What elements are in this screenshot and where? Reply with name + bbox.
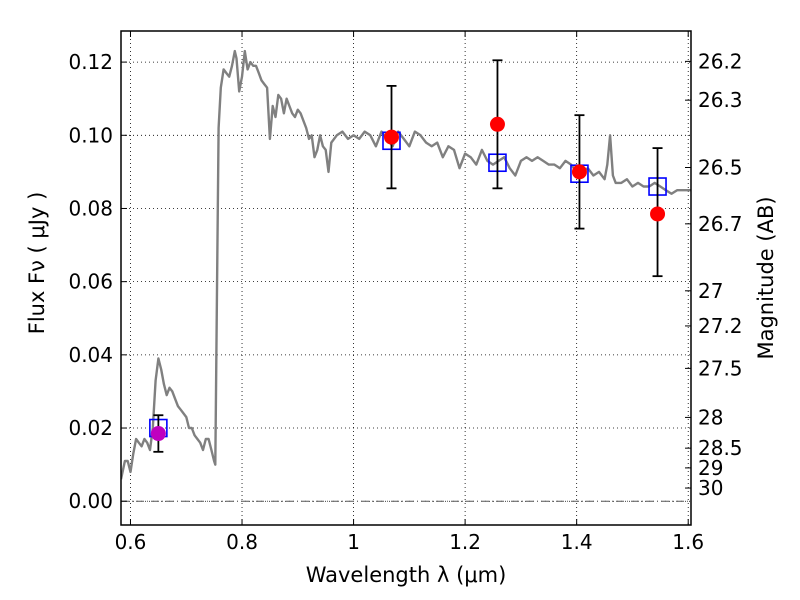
observed-point [150,426,166,442]
y-axis-label: Flux Fν ( μJy ) [25,192,49,335]
y2-tick-label: 26.3 [698,88,743,112]
plot-frame [120,30,692,526]
x-tick-label: 1.6 [672,530,704,554]
y2-tick-label: 28 [698,405,723,429]
observed-point [383,129,399,145]
y2-tick-label: 28.5 [698,436,743,460]
x-tick-label: 0.6 [115,530,147,554]
y-tick-label: 0.02 [68,416,113,440]
y2-tick-label: 27.2 [698,314,743,338]
y2-tick-label: 26.7 [698,212,743,236]
y2-axis-label: Magnitude (AB) [754,196,778,359]
axis-ticks: 0.6 0.8 1 1.2 1.4 1.6 0.00 0.02 0.04 0.06 0.08 0.10… [68,31,743,554]
x-axis-label: Wavelength λ (μm) [306,563,507,587]
y2-tick-label: 30 [698,476,723,500]
x-tick-label: 1.2 [449,530,481,554]
x-tick-label: 1 [347,530,360,554]
observed-point [571,164,587,180]
y2-tick-label: 26.5 [698,155,743,179]
y-tick-label: 0.06 [68,270,113,294]
y-tick-label: 0.00 [68,489,113,513]
x-tick-label: 1.4 [561,530,593,554]
y-tick-label: 0.04 [68,343,113,367]
y-tick-label: 0.10 [68,123,113,147]
y2-tick-label: 26.2 [698,49,743,73]
y2-tick-label: 27 [698,279,723,303]
observed-point [489,116,505,132]
y-tick-label: 0.12 [68,50,113,74]
plot-area [121,49,691,480]
x-tick-label: 0.8 [226,530,258,554]
observed-point [650,206,666,222]
y2-tick-label: 27.5 [698,356,743,380]
y-tick-label: 0.08 [68,196,113,220]
y2-tick-label: 29 [698,456,723,480]
